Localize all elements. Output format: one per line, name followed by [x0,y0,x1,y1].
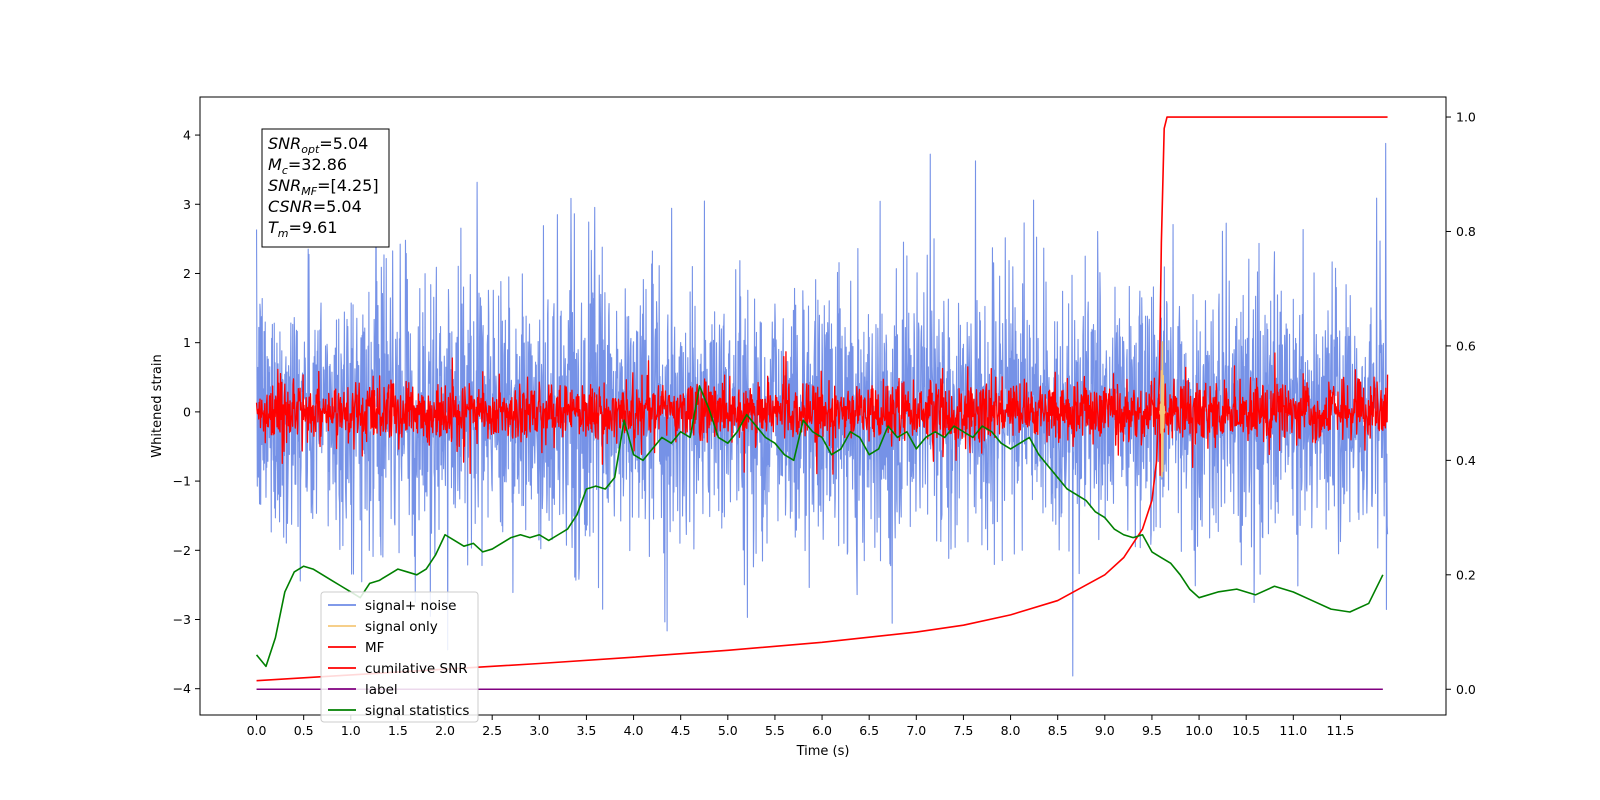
annotation-line: SNRopt=5.04 [268,134,368,156]
x-tick-label: 7.5 [953,723,973,738]
x-tick-label: 4.5 [671,723,691,738]
series-signal-only [1158,341,1166,478]
y-tick-label: 4 [183,128,191,143]
x-tick-label: 2.0 [435,723,455,738]
y2-axis-ticks: 1.0 0.8 0.6 0.4 0.2 0.0 [1446,110,1476,697]
x-tick-label: 3.5 [576,723,596,738]
x-tick-label: 5.0 [718,723,738,738]
x-tick-label: 0.0 [247,723,267,738]
y2-tick-label: 0.0 [1456,682,1476,697]
legend-label-signal-only: signal only [365,619,438,635]
legend-label-signal-noise: signal+ noise [365,598,456,614]
annotation-frame [261,128,390,248]
y2-tick-label: 1.0 [1456,110,1476,125]
annotation-line: SNRMF=[4.25] [268,176,379,198]
y-tick-label: −2 [173,543,191,558]
plot-frame [199,96,1447,716]
y-tick-label: 0 [183,404,191,419]
annotation-line: CSNR=5.04 [268,197,362,216]
series-cumilative-snr [256,116,1388,682]
stats-annotation-box: SNRopt=5.04Mc=32.86SNRMF=[4.25]CSNR=5.04… [261,128,390,248]
x-tick-label: 11.0 [1279,723,1307,738]
x-tick-label: 5.5 [765,723,785,738]
legend-label-signal-statistics: signal statistics [365,703,469,719]
y-tick-label: −3 [173,612,191,627]
x-axis-ticks: 0.0 0.5 1.0 1.5 2.0 2.5 3.0 3.5 4.0 4.5 5.0 5.5 6.0 6… [247,715,1355,738]
y-tick-label: 3 [183,197,191,212]
x-tick-label: 1.5 [388,723,408,738]
series-signal-noise [256,142,1389,677]
y2-tick-label: 0.8 [1456,224,1476,239]
x-tick-label: 7.0 [906,723,926,738]
legend-label-cumilative-snr: cumilative SNR [365,661,468,677]
x-tick-label: 8.0 [1001,723,1021,738]
legend-label-mf: MF [365,640,384,656]
y-tick-label: −4 [173,681,191,696]
y-tick-label: 2 [183,266,191,281]
y-axis-label: Whitened strain [150,354,165,457]
annotation-line: Mc=32.86 [268,155,347,177]
x-tick-label: 9.5 [1142,723,1162,738]
x-tick-label: 6.0 [812,723,832,738]
x-tick-label: 9.0 [1095,723,1115,738]
y2-tick-label: 0.6 [1456,338,1476,353]
y2-tick-label: 0.2 [1456,567,1476,582]
y-tick-label: 1 [183,335,191,350]
legend-label-label: label [365,682,398,698]
x-tick-label: 10.0 [1185,723,1213,738]
x-tick-label: 1.0 [341,723,361,738]
series-mf [255,351,1389,476]
series-signal-statistics [255,385,1384,668]
x-tick-label: 2.5 [482,723,502,738]
x-tick-label: 0.5 [294,723,314,738]
x-tick-label: 8.5 [1048,723,1068,738]
x-axis-label: Time (s) [796,744,850,759]
y2-tick-label: 0.4 [1456,453,1476,468]
y-axis-ticks: 4 3 2 1 0 −1 −2 −3 −4 [173,128,200,696]
x-tick-label: 11.5 [1327,723,1355,738]
legend-frame [320,591,479,723]
x-tick-label: 3.0 [529,723,549,738]
x-tick-label: 4.0 [624,723,644,738]
legend: signal+ noise signal only MF cumilative SNR… [320,591,479,723]
annotation-line: Tm=9.61 [268,218,338,240]
y-tick-label: −1 [173,474,191,489]
x-tick-label: 6.5 [859,723,879,738]
x-tick-label: 10.5 [1232,723,1260,738]
